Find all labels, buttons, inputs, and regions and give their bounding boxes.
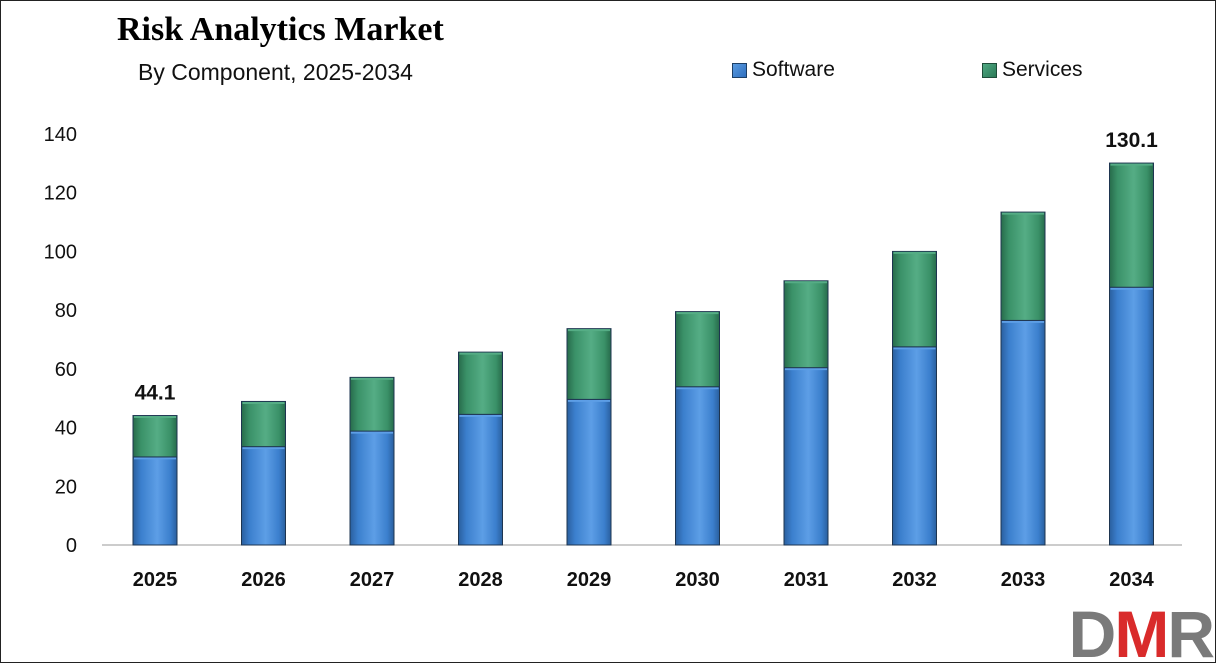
bar-services-2028 — [458, 351, 503, 415]
bar-software-2030 — [675, 386, 720, 546]
logo-letter-r: R — [1167, 597, 1215, 663]
bar-software-2026 — [241, 446, 286, 546]
legend-swatch-services — [982, 62, 997, 78]
x-tick-label-2030: 2030 — [675, 569, 720, 591]
logo-letter-d: D — [1068, 597, 1117, 663]
bar-software-2031 — [783, 367, 829, 546]
bar-services-2033 — [1000, 211, 1046, 321]
bar-services-2025 — [132, 415, 178, 458]
x-tick-label-2031: 2031 — [784, 569, 829, 591]
bar-services-2031 — [783, 280, 829, 369]
legend-label-software: Software — [752, 58, 835, 81]
x-tick-label-2034: 2034 — [1109, 569, 1154, 591]
bar-software-2029 — [566, 398, 612, 546]
chart-subtitle: By Component, 2025-2034 — [138, 59, 413, 85]
y-tick-label-140: 140 — [44, 124, 77, 146]
chart-title: Risk Analytics Market — [117, 11, 444, 48]
bar-software-2032 — [892, 346, 937, 546]
x-tick-label-2032: 2032 — [892, 569, 937, 591]
dmr-logo: DMR — [1035, 599, 1215, 662]
y-tick-label-80: 80 — [55, 300, 77, 322]
bar-services-2029 — [566, 328, 612, 400]
data-label-2034: 130.1 — [1105, 129, 1158, 152]
bar-software-2028 — [458, 413, 503, 546]
x-tick-label-2028: 2028 — [458, 569, 503, 591]
bar-software-2027 — [349, 430, 395, 546]
legend-label-services: Services — [1002, 58, 1083, 81]
dmr-logo-text: DMR — [1069, 601, 1215, 662]
x-tick-label-2027: 2027 — [350, 569, 395, 591]
bar-software-2034 — [1109, 286, 1154, 546]
x-tick-label-2025: 2025 — [133, 569, 178, 591]
y-tick-label-20: 20 — [55, 476, 77, 498]
legend-item-services: Services — [982, 57, 1083, 83]
y-tick-label-60: 60 — [55, 359, 77, 381]
y-tick-label-100: 100 — [44, 241, 77, 263]
y-tick-label-40: 40 — [55, 418, 77, 440]
bar-services-2034 — [1109, 162, 1154, 288]
x-tick-label-2029: 2029 — [567, 569, 612, 591]
bar-software-2033 — [1000, 319, 1046, 546]
bar-software-2025 — [132, 456, 178, 546]
bar-services-2027 — [349, 376, 395, 432]
x-tick-label-2026: 2026 — [241, 569, 286, 591]
y-tick-label-0: 0 — [66, 535, 77, 557]
legend-item-software: Software — [732, 57, 835, 83]
y-tick-label-120: 120 — [44, 183, 77, 205]
bar-services-2032 — [892, 250, 937, 348]
bar-services-2030 — [675, 311, 720, 388]
legend-swatch-software — [732, 62, 747, 78]
logo-letter-m: M — [1114, 597, 1169, 663]
x-tick-label-2033: 2033 — [1001, 569, 1046, 591]
data-label-2025: 44.1 — [135, 382, 176, 405]
bar-services-2026 — [241, 400, 286, 448]
